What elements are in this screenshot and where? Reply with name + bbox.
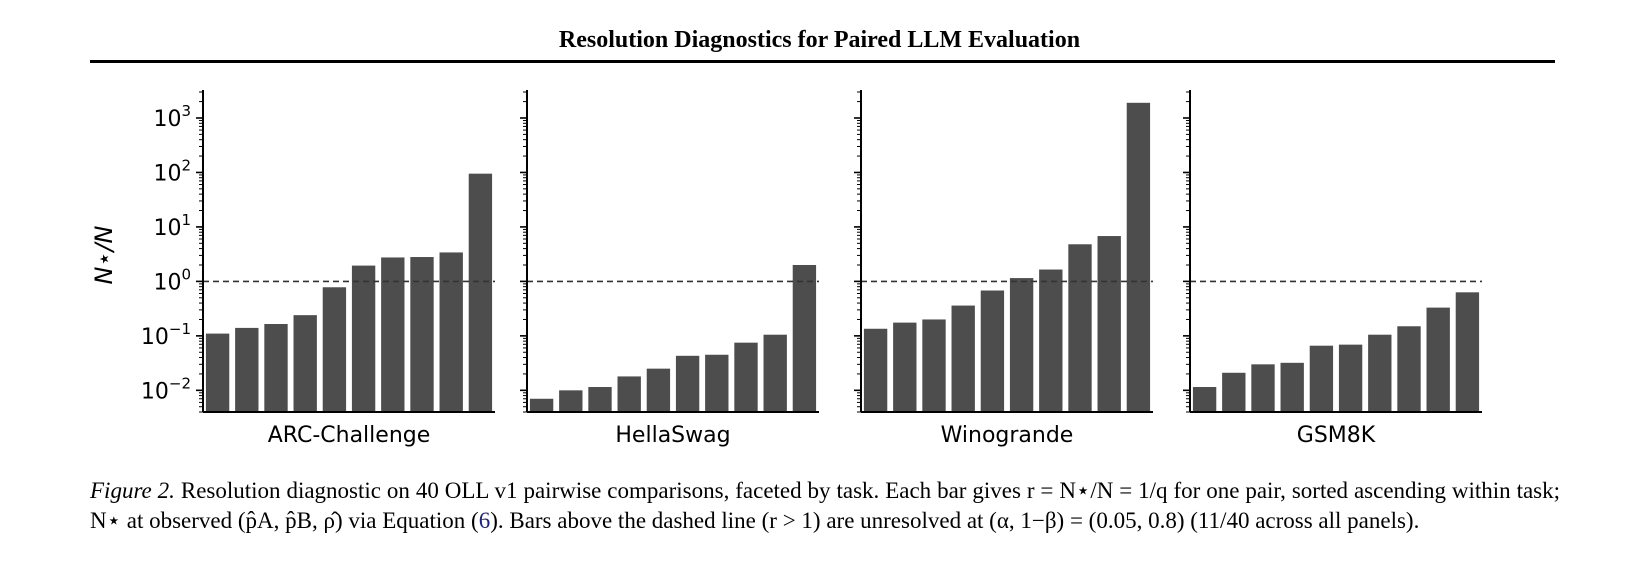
bar — [410, 257, 434, 412]
caption-text-part-1: Resolution diagnostic on 40 OLL v1 pairw… — [90, 478, 1561, 533]
y-tick-label: 101 — [153, 211, 191, 241]
title-rule — [90, 60, 1555, 63]
bar — [646, 368, 671, 412]
figure-caption: Figure 2. Resolution diagnostic on 40 OL… — [90, 476, 1560, 536]
bar — [792, 264, 817, 412]
panel-label: GSM8K — [1297, 423, 1376, 448]
bar — [1397, 326, 1421, 412]
faceted-bar-chart: 10−2 10−1 100 101 102 103 ARC-Challenge HellaSw… — [90, 90, 1482, 448]
bar — [893, 322, 917, 412]
y-axis-label: N⋆/N — [90, 225, 118, 284]
bar — [922, 319, 946, 412]
bar — [951, 305, 975, 412]
bar — [734, 342, 758, 412]
panel-label: Winogrande — [941, 423, 1074, 448]
bar — [588, 387, 612, 412]
bar — [763, 334, 787, 412]
bar — [1426, 307, 1450, 412]
bar — [1192, 387, 1217, 412]
bar — [705, 354, 729, 412]
bar — [1338, 344, 1363, 412]
bar — [617, 376, 641, 412]
bar — [1039, 269, 1063, 412]
bar — [863, 328, 888, 412]
y-tick-label: 102 — [153, 156, 191, 186]
bar — [468, 173, 493, 412]
panel-label: ARC-Challenge — [268, 423, 431, 448]
bar — [675, 355, 700, 412]
bar — [980, 290, 1005, 412]
caption-text-part-2: ). Bars above the dashed line (r > 1) ar… — [490, 508, 1420, 533]
bar — [381, 257, 405, 412]
y-tick-label: 100 — [153, 265, 191, 295]
bar — [1309, 345, 1334, 412]
bar — [264, 324, 288, 412]
bar — [1251, 364, 1275, 412]
bar — [439, 252, 463, 412]
page-title: Resolution Diagnostics for Paired LLM Ev… — [558, 27, 1081, 53]
bar — [529, 398, 554, 412]
bar — [293, 315, 317, 412]
bar — [1126, 102, 1151, 413]
bar — [1368, 334, 1392, 412]
panel-arc-challenge: 10−2 10−1 100 101 102 103 ARC-Challenge — [141, 90, 495, 448]
y-tick-label: 10−2 — [141, 374, 191, 404]
bar — [1009, 278, 1034, 412]
bar — [1280, 362, 1304, 412]
bar — [1455, 292, 1480, 412]
bar — [1068, 244, 1092, 412]
panel-winogrande: Winogrande — [854, 90, 1153, 448]
bar — [1222, 372, 1246, 412]
panels-group: 10−2 10−1 100 101 102 103 ARC-Challenge HellaSw… — [141, 90, 1482, 448]
bar — [235, 327, 259, 412]
panel-hellaswag: HellaSwag — [520, 90, 819, 448]
caption-label: Figure 2. — [90, 478, 175, 503]
bar — [322, 287, 347, 412]
y-tick-label: 10−1 — [141, 320, 191, 350]
bar — [559, 390, 583, 412]
y-tick-label: 103 — [153, 102, 191, 132]
panel-label: HellaSwag — [615, 423, 730, 448]
bar — [1097, 236, 1121, 412]
bar — [351, 265, 376, 412]
equation-link[interactable]: 6 — [478, 508, 491, 533]
bar — [205, 333, 230, 412]
panel-gsm8k: GSM8K — [1183, 90, 1482, 448]
